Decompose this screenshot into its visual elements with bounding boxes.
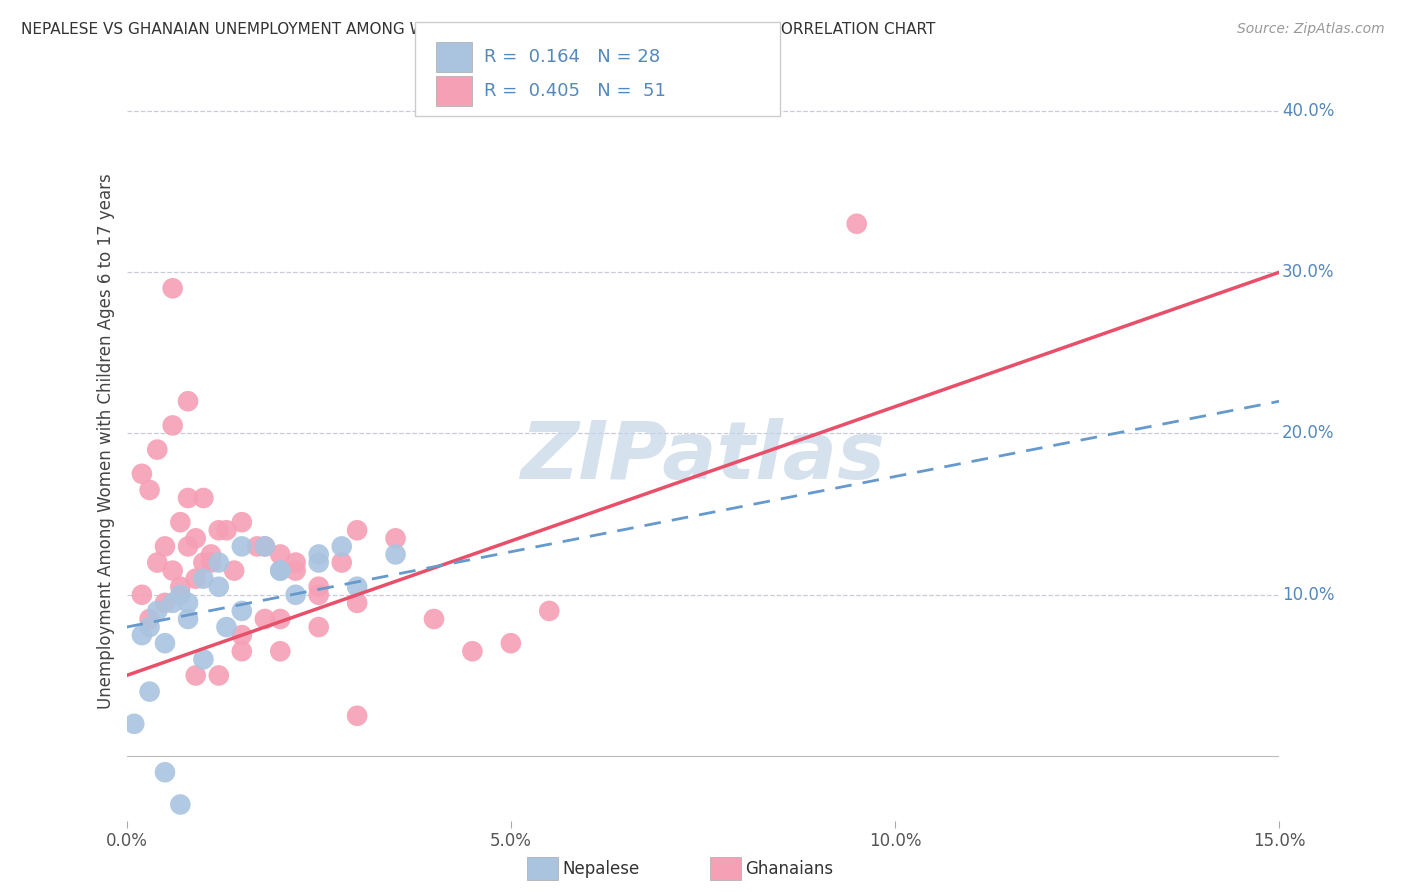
Point bbox=[308, 556, 330, 570]
Point bbox=[169, 580, 191, 594]
Point bbox=[308, 548, 330, 562]
Point bbox=[284, 588, 307, 602]
Point bbox=[284, 564, 307, 578]
Point bbox=[208, 668, 231, 682]
Point bbox=[193, 556, 215, 570]
Point bbox=[330, 556, 353, 570]
Point bbox=[131, 467, 153, 481]
Point bbox=[269, 548, 291, 562]
Point bbox=[208, 580, 231, 594]
Point bbox=[246, 540, 269, 554]
Point bbox=[384, 548, 406, 562]
Point bbox=[308, 588, 330, 602]
Point bbox=[346, 523, 368, 537]
Point bbox=[346, 580, 368, 594]
Point bbox=[330, 540, 353, 554]
Point bbox=[138, 620, 160, 634]
Point bbox=[269, 644, 291, 658]
Point bbox=[231, 604, 253, 618]
Text: Source: ZipAtlas.com: Source: ZipAtlas.com bbox=[1237, 22, 1385, 37]
Text: 40.0%: 40.0% bbox=[1282, 102, 1334, 120]
Point bbox=[269, 564, 291, 578]
Point bbox=[193, 491, 215, 505]
Text: R =  0.164   N = 28: R = 0.164 N = 28 bbox=[484, 48, 659, 66]
Point bbox=[122, 716, 145, 731]
Point bbox=[162, 596, 184, 610]
Point bbox=[231, 540, 253, 554]
Point bbox=[253, 612, 276, 626]
Point bbox=[200, 556, 222, 570]
Point bbox=[177, 394, 200, 409]
Point bbox=[193, 652, 215, 666]
Point bbox=[538, 604, 561, 618]
Text: NEPALESE VS GHANAIAN UNEMPLOYMENT AMONG WOMEN WITH CHILDREN AGES 6 TO 17 YEARS C: NEPALESE VS GHANAIAN UNEMPLOYMENT AMONG … bbox=[21, 22, 935, 37]
Point bbox=[308, 620, 330, 634]
Point bbox=[162, 418, 184, 433]
Point bbox=[169, 588, 191, 602]
Text: ZIPatlas: ZIPatlas bbox=[520, 417, 886, 496]
Point bbox=[253, 540, 276, 554]
Point bbox=[153, 765, 176, 780]
Point bbox=[131, 588, 153, 602]
Point bbox=[231, 628, 253, 642]
Point bbox=[153, 540, 176, 554]
Point bbox=[146, 556, 169, 570]
Point bbox=[269, 612, 291, 626]
Text: 10.0%: 10.0% bbox=[1282, 586, 1334, 604]
Point bbox=[184, 532, 207, 546]
Point bbox=[146, 604, 169, 618]
Point bbox=[169, 515, 191, 529]
Point bbox=[346, 708, 368, 723]
Point bbox=[499, 636, 522, 650]
Point bbox=[153, 636, 176, 650]
Text: 30.0%: 30.0% bbox=[1282, 263, 1334, 281]
Text: Ghanaians: Ghanaians bbox=[745, 860, 834, 878]
Point bbox=[138, 483, 160, 497]
Point bbox=[284, 556, 307, 570]
Point bbox=[231, 644, 253, 658]
Point bbox=[169, 797, 191, 812]
Point bbox=[146, 442, 169, 457]
Point bbox=[193, 572, 215, 586]
Point bbox=[269, 564, 291, 578]
Point bbox=[138, 612, 160, 626]
Point bbox=[177, 596, 200, 610]
Text: R =  0.405   N =  51: R = 0.405 N = 51 bbox=[484, 82, 665, 100]
Point bbox=[215, 523, 238, 537]
Point bbox=[177, 491, 200, 505]
Text: 20.0%: 20.0% bbox=[1282, 425, 1334, 442]
Point bbox=[138, 684, 160, 698]
Point bbox=[346, 596, 368, 610]
Point bbox=[177, 612, 200, 626]
Point bbox=[308, 580, 330, 594]
Point bbox=[131, 628, 153, 642]
Point bbox=[461, 644, 484, 658]
Text: Nepalese: Nepalese bbox=[562, 860, 640, 878]
Point bbox=[215, 620, 238, 634]
Point bbox=[231, 515, 253, 529]
Point bbox=[224, 564, 246, 578]
Point bbox=[153, 596, 176, 610]
Point bbox=[384, 532, 406, 546]
Point bbox=[162, 564, 184, 578]
Point bbox=[208, 556, 231, 570]
Point bbox=[423, 612, 446, 626]
Point bbox=[162, 281, 184, 295]
Point bbox=[845, 217, 868, 231]
Point bbox=[208, 523, 231, 537]
Point bbox=[177, 540, 200, 554]
Point bbox=[184, 668, 207, 682]
Y-axis label: Unemployment Among Women with Children Ages 6 to 17 years: Unemployment Among Women with Children A… bbox=[97, 174, 115, 709]
Point bbox=[253, 540, 276, 554]
Point bbox=[184, 572, 207, 586]
Point bbox=[200, 548, 222, 562]
